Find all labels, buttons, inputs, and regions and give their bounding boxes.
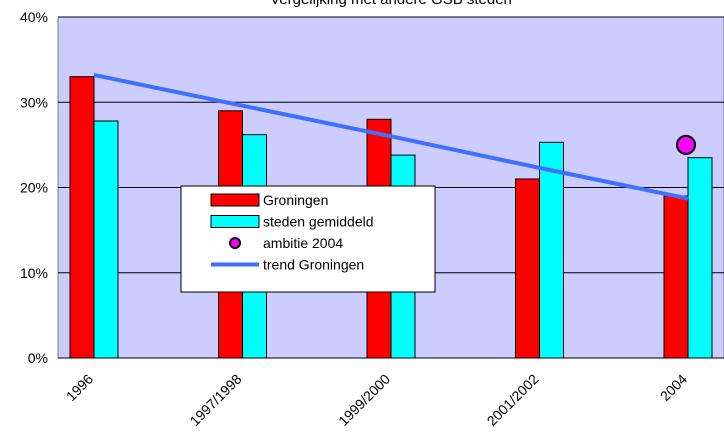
y-tick-label: 0% <box>28 350 48 366</box>
legend-label: trend Groningen <box>263 257 364 273</box>
bar <box>539 141 564 359</box>
y-tick-label: 40% <box>20 9 48 25</box>
x-tick-label: 1996 <box>63 371 96 404</box>
legend-label: Groningen <box>263 192 328 208</box>
bar <box>69 76 95 359</box>
bar <box>93 120 119 359</box>
y-tick-label: 30% <box>20 94 48 110</box>
x-tick-label: 2004 <box>657 371 690 404</box>
x-tick-label: 1997/1998 <box>187 371 245 429</box>
legend-swatch <box>229 237 241 249</box>
legend-label: steden gemiddeld <box>263 214 374 230</box>
x-tick-label: 1999/2000 <box>335 371 393 429</box>
marker <box>676 134 696 155</box>
trend-line <box>93 73 689 201</box>
chart-title: Vergelijking met andere GSB steden <box>270 0 512 8</box>
y-tick-label: 10% <box>20 265 48 281</box>
legend-swatch <box>210 193 260 207</box>
bar <box>687 157 713 359</box>
bar <box>515 178 540 359</box>
x-tick-label: 2001/2002 <box>484 371 542 429</box>
bar <box>663 195 689 359</box>
y-tick-label: 20% <box>20 180 48 196</box>
legend-swatch <box>210 215 260 228</box>
legend-label: ambitie 2004 <box>263 235 343 251</box>
